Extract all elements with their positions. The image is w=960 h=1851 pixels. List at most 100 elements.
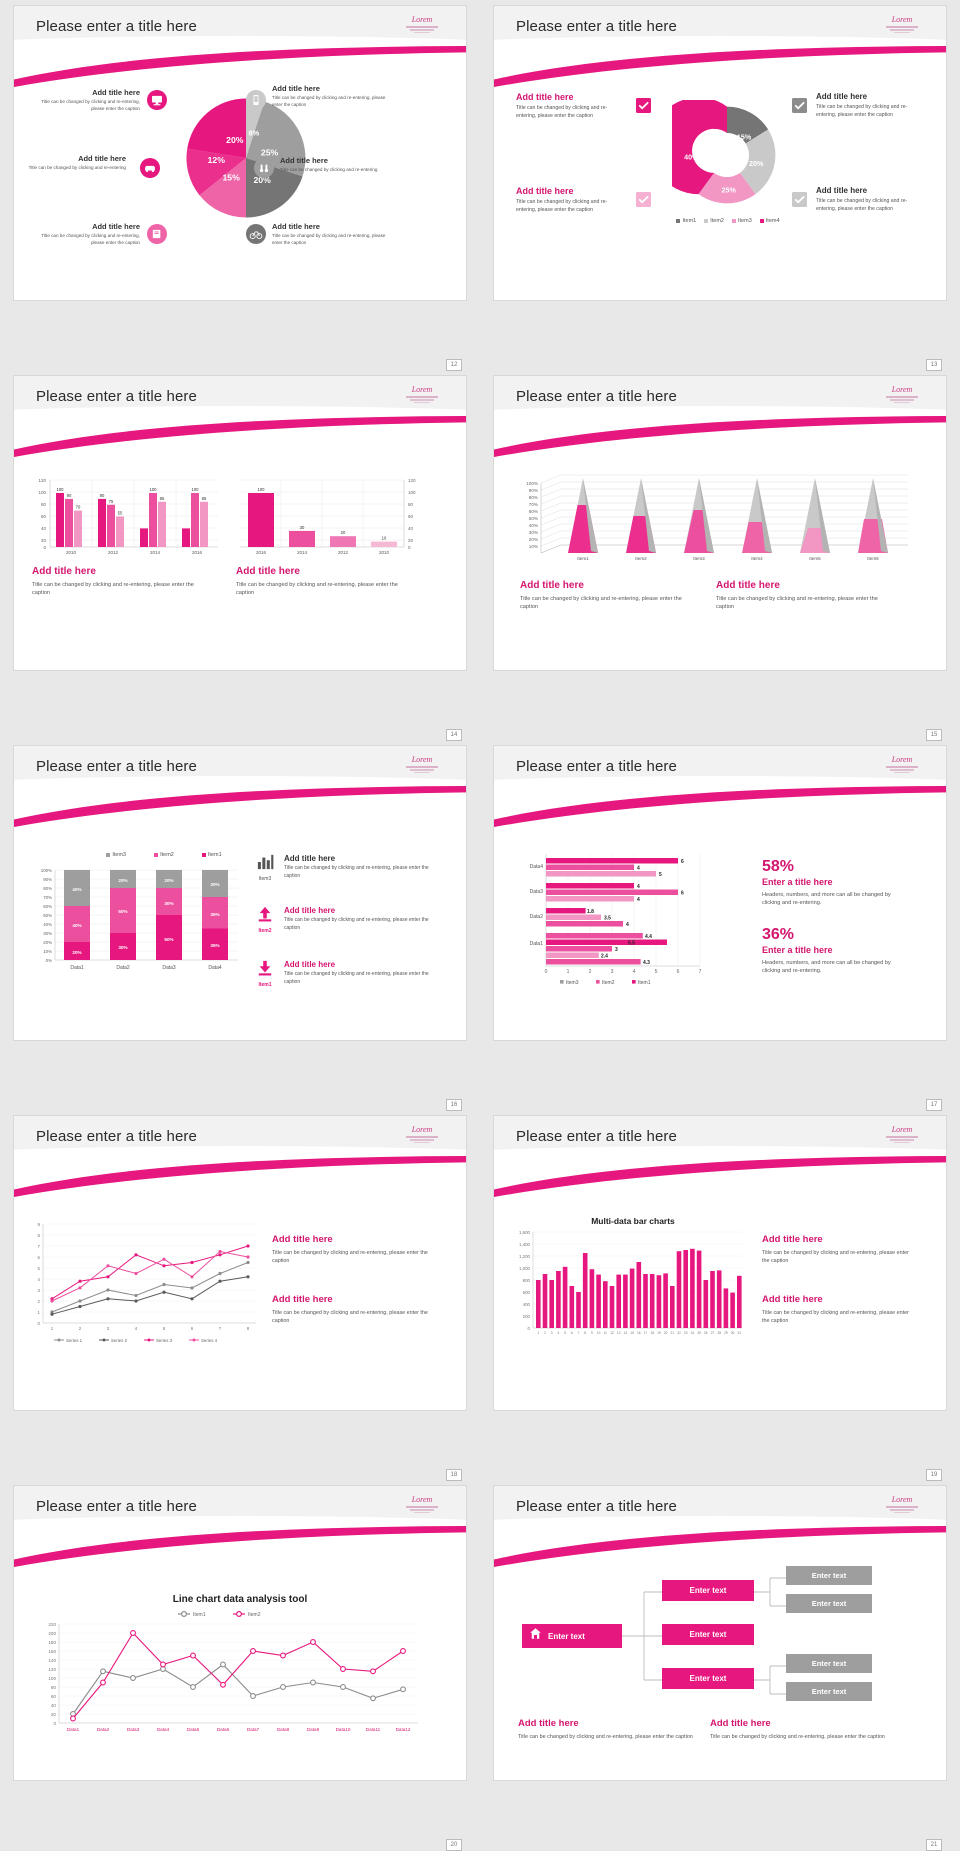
donut-item-1: Add title here Title can be changed by c… xyxy=(516,92,608,119)
svg-text:6: 6 xyxy=(191,1326,194,1331)
svg-text:10%: 10% xyxy=(529,544,538,549)
svg-text:Item1: Item1 xyxy=(638,980,651,986)
svg-text:20%: 20% xyxy=(253,175,271,185)
flow-leaf-2[interactable]: Enter text xyxy=(786,1594,872,1613)
svg-text:1,600: 1,600 xyxy=(519,1230,531,1235)
svg-text:20%: 20% xyxy=(43,940,52,945)
svg-text:1: 1 xyxy=(51,1326,54,1331)
slide-cell-18[interactable]: Please enter a title here Lorem 9 8 7 6 5 4 3… xyxy=(0,1110,480,1481)
brand-logo: Lorem xyxy=(400,16,444,38)
legend-item: Item2 xyxy=(704,218,724,224)
svg-text:22: 22 xyxy=(677,1331,681,1335)
svg-text:35%: 35% xyxy=(210,912,219,917)
side-item-2: Item2 Add title here Title can be change… xyxy=(252,906,432,934)
donut-chart[interactable]: 15% 20% 25% 40% xyxy=(650,97,782,210)
slide-15[interactable]: Please enter a title here Lorem 100% 90% 8… xyxy=(494,376,946,670)
slide-20[interactable]: Please enter a title here Lorem Line cha… xyxy=(14,1486,466,1780)
svg-text:0: 0 xyxy=(53,1721,56,1726)
slide-cell-12[interactable]: Please enter a title here Lorem Add titl… xyxy=(0,0,480,371)
svg-text:50%: 50% xyxy=(118,909,127,914)
slide-21[interactable]: Please enter a title here Lorem Enter te… xyxy=(494,1486,946,1780)
svg-text:0: 0 xyxy=(43,545,46,550)
svg-text:10%: 10% xyxy=(43,949,52,954)
svg-text:23: 23 xyxy=(684,1331,688,1335)
checkbox-gray-light-icon[interactable] xyxy=(792,192,807,212)
svg-text:Item1: Item1 xyxy=(577,556,589,561)
flow-root-node[interactable]: Enter text xyxy=(522,1624,622,1648)
chart-title: Multi-data bar charts xyxy=(591,1216,675,1226)
pie-item-4: Add title here Title can be changed by c… xyxy=(272,84,386,107)
stat-caption: Headers, numbers, and more can all be ch… xyxy=(762,892,891,907)
bicycle-icon[interactable] xyxy=(246,224,266,249)
svg-text:Data2: Data2 xyxy=(530,914,544,920)
svg-text:120: 120 xyxy=(38,478,46,483)
line-analysis-chart[interactable]: Item1 Item2 220 200 180 160 140 120 100 80 60 4… xyxy=(28,1608,428,1758)
svg-text:20: 20 xyxy=(41,538,47,543)
bar-chart-icon[interactable]: Item3 xyxy=(252,854,278,882)
binoculars-icon[interactable] xyxy=(254,158,274,183)
horizontal-bar-chart[interactable]: 6 4 5 4 6 4 1.8 3.5 4 4.4 5.5 3 2.4 4.3 Data4 Data… xyxy=(504,850,744,990)
svg-text:0: 0 xyxy=(38,1321,41,1326)
logo-script-text: Lorem xyxy=(891,755,913,764)
svg-text:30%: 30% xyxy=(118,945,127,950)
slide-cell-16[interactable]: Please enter a title here Lorem Item3 It… xyxy=(0,740,480,1111)
slide-13[interactable]: Please enter a title here Lorem Add titl… xyxy=(494,6,946,300)
brand-logo: Lorem xyxy=(400,386,444,408)
stacked-bar-chart[interactable]: 100% 90% 80% 70% 60% 50% 40% 30% 20% 10% 0% xyxy=(28,866,243,976)
svg-text:6: 6 xyxy=(677,969,680,975)
svg-text:200: 200 xyxy=(523,1314,531,1319)
svg-text:28: 28 xyxy=(717,1331,721,1335)
cone-chart[interactable]: 100% 90% 80% 70% 60% 50% 40% 30% 20% 10% xyxy=(508,472,914,572)
flow-leaf-4[interactable]: Enter text xyxy=(786,1682,872,1701)
pie-slice-25 xyxy=(246,101,306,177)
multi-data-bar-chart[interactable]: 1,600 1,400 1,200 1,000 800 600 400 200 0 xyxy=(504,1228,754,1358)
slide-cell-21[interactable]: Please enter a title here Lorem Enter te… xyxy=(480,1480,960,1851)
slide-cell-17[interactable]: Please enter a title here Lorem xyxy=(480,740,960,1111)
svg-text:Data3: Data3 xyxy=(127,1727,140,1732)
svg-text:80: 80 xyxy=(51,1685,57,1690)
slide-number: 12 xyxy=(446,359,462,371)
flow-branch-2[interactable]: Enter text xyxy=(662,1624,754,1645)
svg-text:5.5: 5.5 xyxy=(628,941,635,947)
monitor-icon[interactable] xyxy=(147,90,167,115)
side-item-1: Item3 Add title here Title can be change… xyxy=(252,854,432,882)
slide-title: Please enter a title here xyxy=(516,388,677,405)
svg-text:40: 40 xyxy=(408,526,414,531)
simple-bar-chart[interactable]: 100 30 20 10 120 100 80 60 40 20 0 2016 2014 2012 2… xyxy=(236,476,426,556)
slide-cell-20[interactable]: Please enter a title here Lorem Line cha… xyxy=(0,1480,480,1851)
book-icon[interactable] xyxy=(147,224,167,249)
pink-swoosh-decoration xyxy=(494,46,946,92)
flow-leaf-1[interactable]: Enter text xyxy=(786,1566,872,1585)
flow-branch-1[interactable]: Enter text xyxy=(662,1580,754,1601)
grouped-bar-chart[interactable]: 120 100 80 60 40 20 0 xyxy=(32,476,222,556)
svg-text:55: 55 xyxy=(118,511,123,516)
car-icon[interactable] xyxy=(140,158,160,183)
svg-text:2016: 2016 xyxy=(256,550,267,555)
slide-19[interactable]: Please enter a title here Lorem Multi-da… xyxy=(494,1116,946,1410)
brand-logo: Lorem xyxy=(880,1496,924,1518)
slide-18[interactable]: Please enter a title here Lorem 9 8 7 6 5 4 3… xyxy=(14,1116,466,1410)
checkbox-pink-solid-icon[interactable] xyxy=(636,98,651,118)
upload-icon[interactable]: Item2 xyxy=(252,906,278,934)
pink-swoosh-decoration xyxy=(14,786,466,832)
flow-branch-3[interactable]: Enter text xyxy=(662,1668,754,1689)
slide-12[interactable]: Please enter a title here Lorem Add titl… xyxy=(14,6,466,300)
slide-16[interactable]: Please enter a title here Lorem Item3 It… xyxy=(14,746,466,1040)
slide-cell-15[interactable]: Please enter a title here Lorem 100% 90% 8… xyxy=(480,370,960,741)
caption-block-1: Add title here Title can be changed by c… xyxy=(762,1234,909,1265)
download-icon[interactable]: Item1 xyxy=(252,960,278,988)
slide-cell-19[interactable]: Please enter a title here Lorem Multi-da… xyxy=(480,1110,960,1481)
checkbox-pink-light-icon[interactable] xyxy=(636,192,651,212)
svg-text:4: 4 xyxy=(135,1326,138,1331)
flow-leaf-3[interactable]: Enter text xyxy=(786,1654,872,1673)
multi-line-chart[interactable]: 9 8 7 6 5 4 3 2 1 0 xyxy=(24,1220,269,1360)
checkbox-gray-dark-icon[interactable] xyxy=(792,98,807,118)
slide-14[interactable]: Please enter a title here Lorem 120 100 8… xyxy=(14,376,466,670)
slide-17[interactable]: Please enter a title here Lorem xyxy=(494,746,946,1040)
slide-cell-14[interactable]: Please enter a title here Lorem 120 100 8… xyxy=(0,370,480,741)
phone-icon[interactable] xyxy=(246,90,266,115)
slide-number: 21 xyxy=(926,1839,942,1851)
logo-script-text: Lorem xyxy=(891,385,913,394)
pie-chart[interactable]: 20% 8% 25% 20% 15% 12% xyxy=(184,96,308,220)
slide-cell-13[interactable]: Please enter a title here Lorem Add titl… xyxy=(480,0,960,371)
